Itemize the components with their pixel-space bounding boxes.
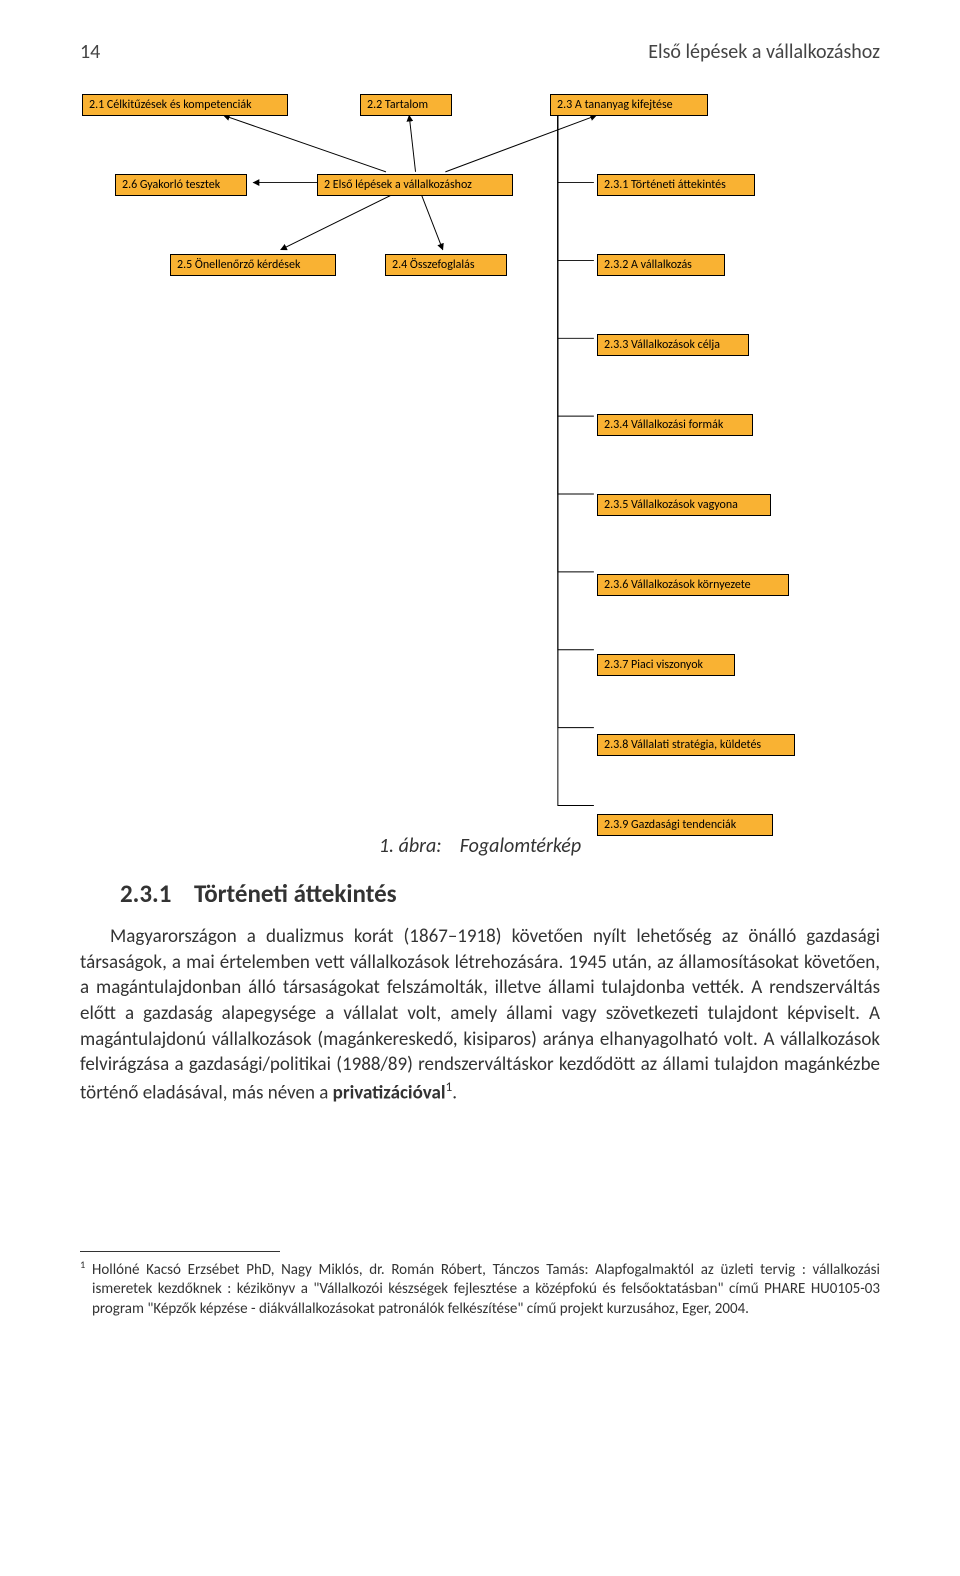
diagram-node: 2.1 Célkitűzések és kompetenciák [82, 94, 288, 116]
diagram-node: 2.3.9 Gazdasági tendenciák [597, 814, 773, 836]
diagram-node: 2.3.3 Vállalkozások célja [597, 334, 749, 356]
section-title: Történeti áttekintés [194, 878, 397, 909]
body-paragraph: Magyarországon a dualizmus korát (1867–1… [80, 924, 880, 1106]
diagram-node: 2.6 Gyakorló tesztek [115, 174, 247, 196]
footnote-body: Hollóné Kacsó Erzsébet PhD, Nagy Miklós,… [85, 1261, 880, 1318]
paragraph-text: Magyarországon a dualizmus korát (1867–1… [80, 925, 880, 1104]
figure-caption: 1. ábra: Fogalomtérkép [80, 834, 880, 858]
diagram-node: 2.3.4 Vállalkozási formák [597, 414, 753, 436]
diagram-node: 2.3.1 Történeti áttekintés [597, 174, 755, 196]
diagram-node: 2.2 Tartalom [360, 94, 452, 116]
page-header: 14 Első lépések a vállalkozáshoz [80, 40, 880, 64]
diagram-node: 2.5 Önellenőrző kérdések [170, 254, 336, 276]
concept-map-diagram: 2.1 Célkitűzések és kompetenciák 2.2 Tart… [80, 94, 880, 824]
diagram-node: 2.3.8 Vállalati stratégia, küldetés [597, 734, 795, 756]
diagram-node: 2.3.2 A vállalkozás [597, 254, 725, 276]
caption-text: Fogalomtérkép [460, 834, 581, 858]
footnote-text: 1 Hollóné Kacsó Erzsébet PhD, Nagy Mikló… [80, 1258, 880, 1320]
section-heading: 2.3.1 Történeti áttekintés [120, 878, 880, 909]
diagram-node: 2.3.5 Vállalkozások vagyona [597, 494, 771, 516]
diagram-edges [80, 94, 880, 824]
caption-prefix: 1. ábra: [379, 834, 442, 858]
diagram-node: 2.3.6 Vállalkozások környezete [597, 574, 789, 596]
diagram-node: 2 Első lépések a vállalkozáshoz [317, 174, 513, 196]
paragraph-after: . [452, 1081, 457, 1104]
diagram-node: 2.3 A tananyag kifejtése [550, 94, 708, 116]
footnote-separator [80, 1251, 280, 1252]
page-number: 14 [80, 40, 100, 64]
section-number: 2.3.1 [120, 878, 171, 909]
running-title: Első lépések a vállalkozáshoz [648, 40, 880, 64]
diagram-node: 2.3.7 Piaci viszonyok [597, 654, 735, 676]
diagram-node: 2.4 Összefoglalás [385, 254, 507, 276]
bold-term: privatizációval [333, 1081, 446, 1104]
